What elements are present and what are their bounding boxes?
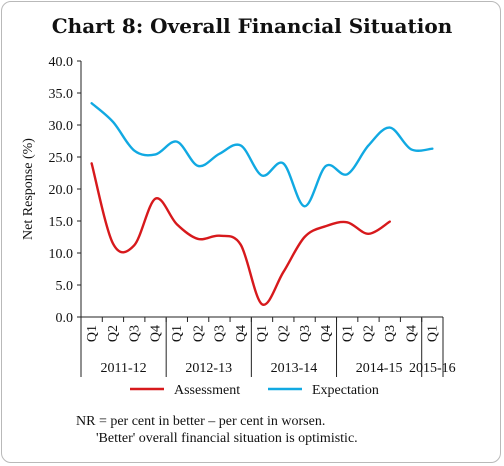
chart-title: Chart 8: Overall Financial Situation [51,14,453,38]
x-tick-label: Q3 [213,325,228,342]
year-label: 2011-12 [101,361,147,376]
x-tick-label: Q2 [191,325,206,342]
y-tick-label: 20.0 [49,183,74,198]
series-line-assessment [90,162,391,306]
y-tick-label: 30.0 [49,119,74,134]
y-tick-label: 40.0 [49,55,74,70]
y-tick-label: 15.0 [49,215,74,230]
x-tick-label: Q4 [149,325,164,342]
x-tick-label: Q1 [340,325,355,342]
y-tick-label: 10.0 [49,247,74,262]
y-axis-label: Net Response (%) [21,138,36,240]
x-tick-label: Q3 [298,325,313,342]
x-tick-label: Q1 [170,325,185,342]
x-tick-label: Q3 [383,325,398,342]
x-tick-label: Q1 [85,325,100,342]
y-tick-label: 35.0 [49,87,74,102]
footnote-line-2: 'Better' overall financial situation is … [96,431,358,446]
x-tick-label: Q4 [234,325,249,342]
y-tick-label: 25.0 [49,151,74,166]
x-tick-label: Q1 [426,325,441,342]
legend-label-assessment: Assessment [174,383,240,398]
series-line-expectation [90,102,434,208]
year-label: 2014-15 [356,361,403,376]
year-label: 2013-14 [271,361,318,376]
x-tick-label: Q4 [404,325,419,342]
legend-label-expectation: Expectation [312,383,379,398]
x-tick-label: Q2 [106,325,121,342]
x-tick-label: Q3 [127,325,142,342]
year-label: 2012-13 [185,361,232,376]
x-tick-label: Q2 [362,325,377,342]
footnote-line-1: NR = per cent in better – per cent in wo… [76,414,326,429]
x-tick-label: Q4 [319,325,334,342]
y-tick-label: 0.0 [56,311,74,326]
year-label: 2015-16 [409,361,456,376]
y-tick-label: 5.0 [56,279,74,294]
x-tick-label: Q1 [255,325,270,342]
x-tick-label: Q2 [277,325,292,342]
